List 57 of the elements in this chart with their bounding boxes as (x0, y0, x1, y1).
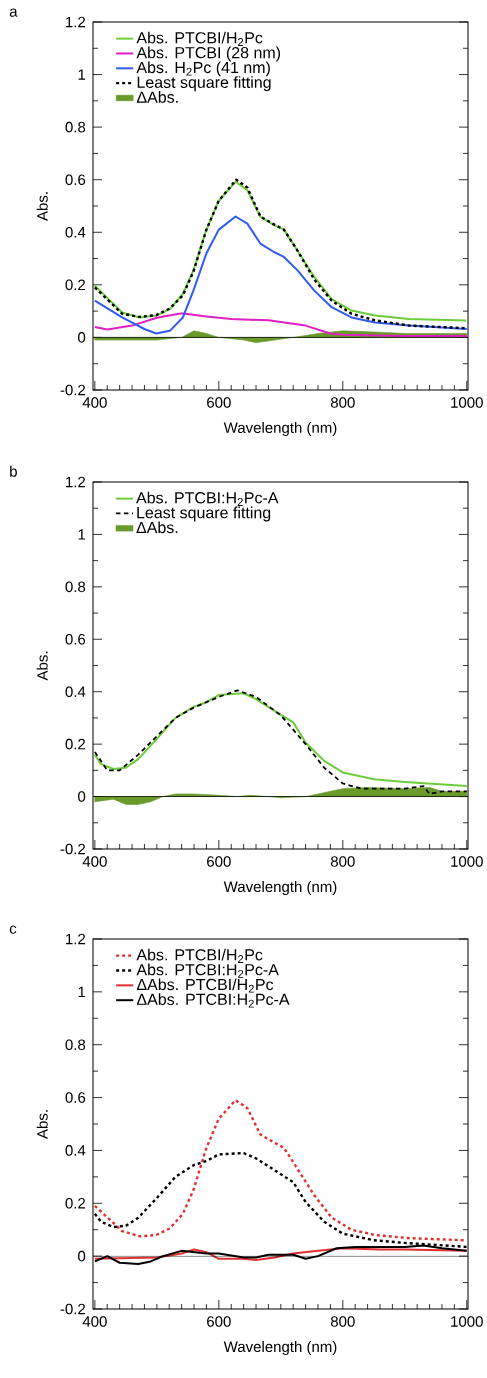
legend-label: ΔAbs. (136, 521, 178, 534)
legend-label: Abs. H$_{2}$Pc (41 nm) (136, 61, 270, 77)
x-tick-label: 600 (207, 397, 231, 408)
x-tick-label: 800 (330, 397, 355, 408)
chart-title: c (9, 925, 17, 934)
y-tick-label: 1.2 (66, 933, 86, 945)
chart-title: a (9, 8, 18, 17)
y-tick-label: 0.2 (65, 1197, 86, 1209)
y-tick-label: 0.2 (65, 279, 86, 291)
y-tick-label: 0.6 (65, 633, 86, 645)
legend-label: Abs. PTCBI:H$_{2}$Pc-A (136, 963, 279, 978)
x-tick-label: 400 (82, 856, 107, 867)
x-axis-title: Wavelength (nm) (223, 881, 337, 895)
y-tick-label: 0.8 (65, 581, 86, 593)
legend-label: Least square fitting (137, 76, 271, 92)
y-tick-label: 0.6 (65, 1092, 86, 1103)
x-axis-title: Wavelength (nm) (223, 1341, 337, 1355)
chart-title: b (10, 465, 17, 477)
x-tick-label: 400 (82, 397, 107, 408)
y-tick-label: -0.2 (60, 843, 86, 855)
x-tick-label: 1000 (451, 856, 483, 867)
y-tick-label: 0.2 (65, 738, 86, 750)
x-tick-label: 800 (330, 856, 355, 867)
x-tick-label: 600 (207, 856, 231, 867)
legend-label: Least square fitting (137, 506, 271, 522)
x-tick-label: 1000 (451, 397, 483, 408)
legend-label: ΔAbs. (136, 91, 178, 103)
y-tick-label: 0.6 (65, 174, 86, 185)
x-tick-label: 1000 (451, 1316, 483, 1327)
legend-label: Abs. PTCBI (28 nm) (136, 46, 281, 62)
y-tick-label: 1.2 (66, 476, 86, 488)
y-tick-label: 0 (78, 791, 86, 802)
y-tick-label: -0.2 (60, 1303, 86, 1315)
y-tick-label: 0 (78, 1250, 86, 1262)
legend-label: Abs. PTCBI:H$_{2}$Pc-A (136, 491, 279, 506)
y-tick-label: 0.4 (65, 1145, 86, 1156)
legend-label: ΔAbs. PTCBI:H$_{2}$Pc-A (136, 993, 290, 1008)
y-tick-label: -0.2 (60, 384, 86, 396)
y-tick-label: 1 (78, 69, 86, 80)
legend-label: Abs. PTCBI/H$_{2}$Pc (136, 948, 263, 963)
y-tick-label: 0.8 (65, 121, 86, 133)
y-tick-label: 1 (78, 986, 86, 998)
y-axis-title: Abs. (36, 651, 48, 681)
legend-label: Abs. PTCBI/H$_{2}$Pc (136, 31, 263, 46)
y-tick-label: 1 (78, 529, 86, 540)
y-tick-label: 0.8 (65, 1039, 86, 1051)
x-tick-label: 800 (330, 1316, 355, 1327)
y-tick-label: 0 (78, 332, 86, 343)
y-tick-label: 0.4 (65, 686, 86, 698)
y-axis-title: Abs. (36, 1110, 48, 1139)
y-tick-label: 0.4 (65, 226, 86, 238)
x-tick-label: 400 (82, 1316, 107, 1327)
x-tick-label: 600 (207, 1316, 231, 1327)
legend-label: ΔAbs. PTCBI/H$_{2}$Pc (136, 978, 274, 993)
x-axis-title: Wavelength (nm) (223, 422, 337, 436)
y-axis-title: Abs. (36, 192, 48, 221)
y-tick-label: 1.2 (66, 16, 86, 28)
